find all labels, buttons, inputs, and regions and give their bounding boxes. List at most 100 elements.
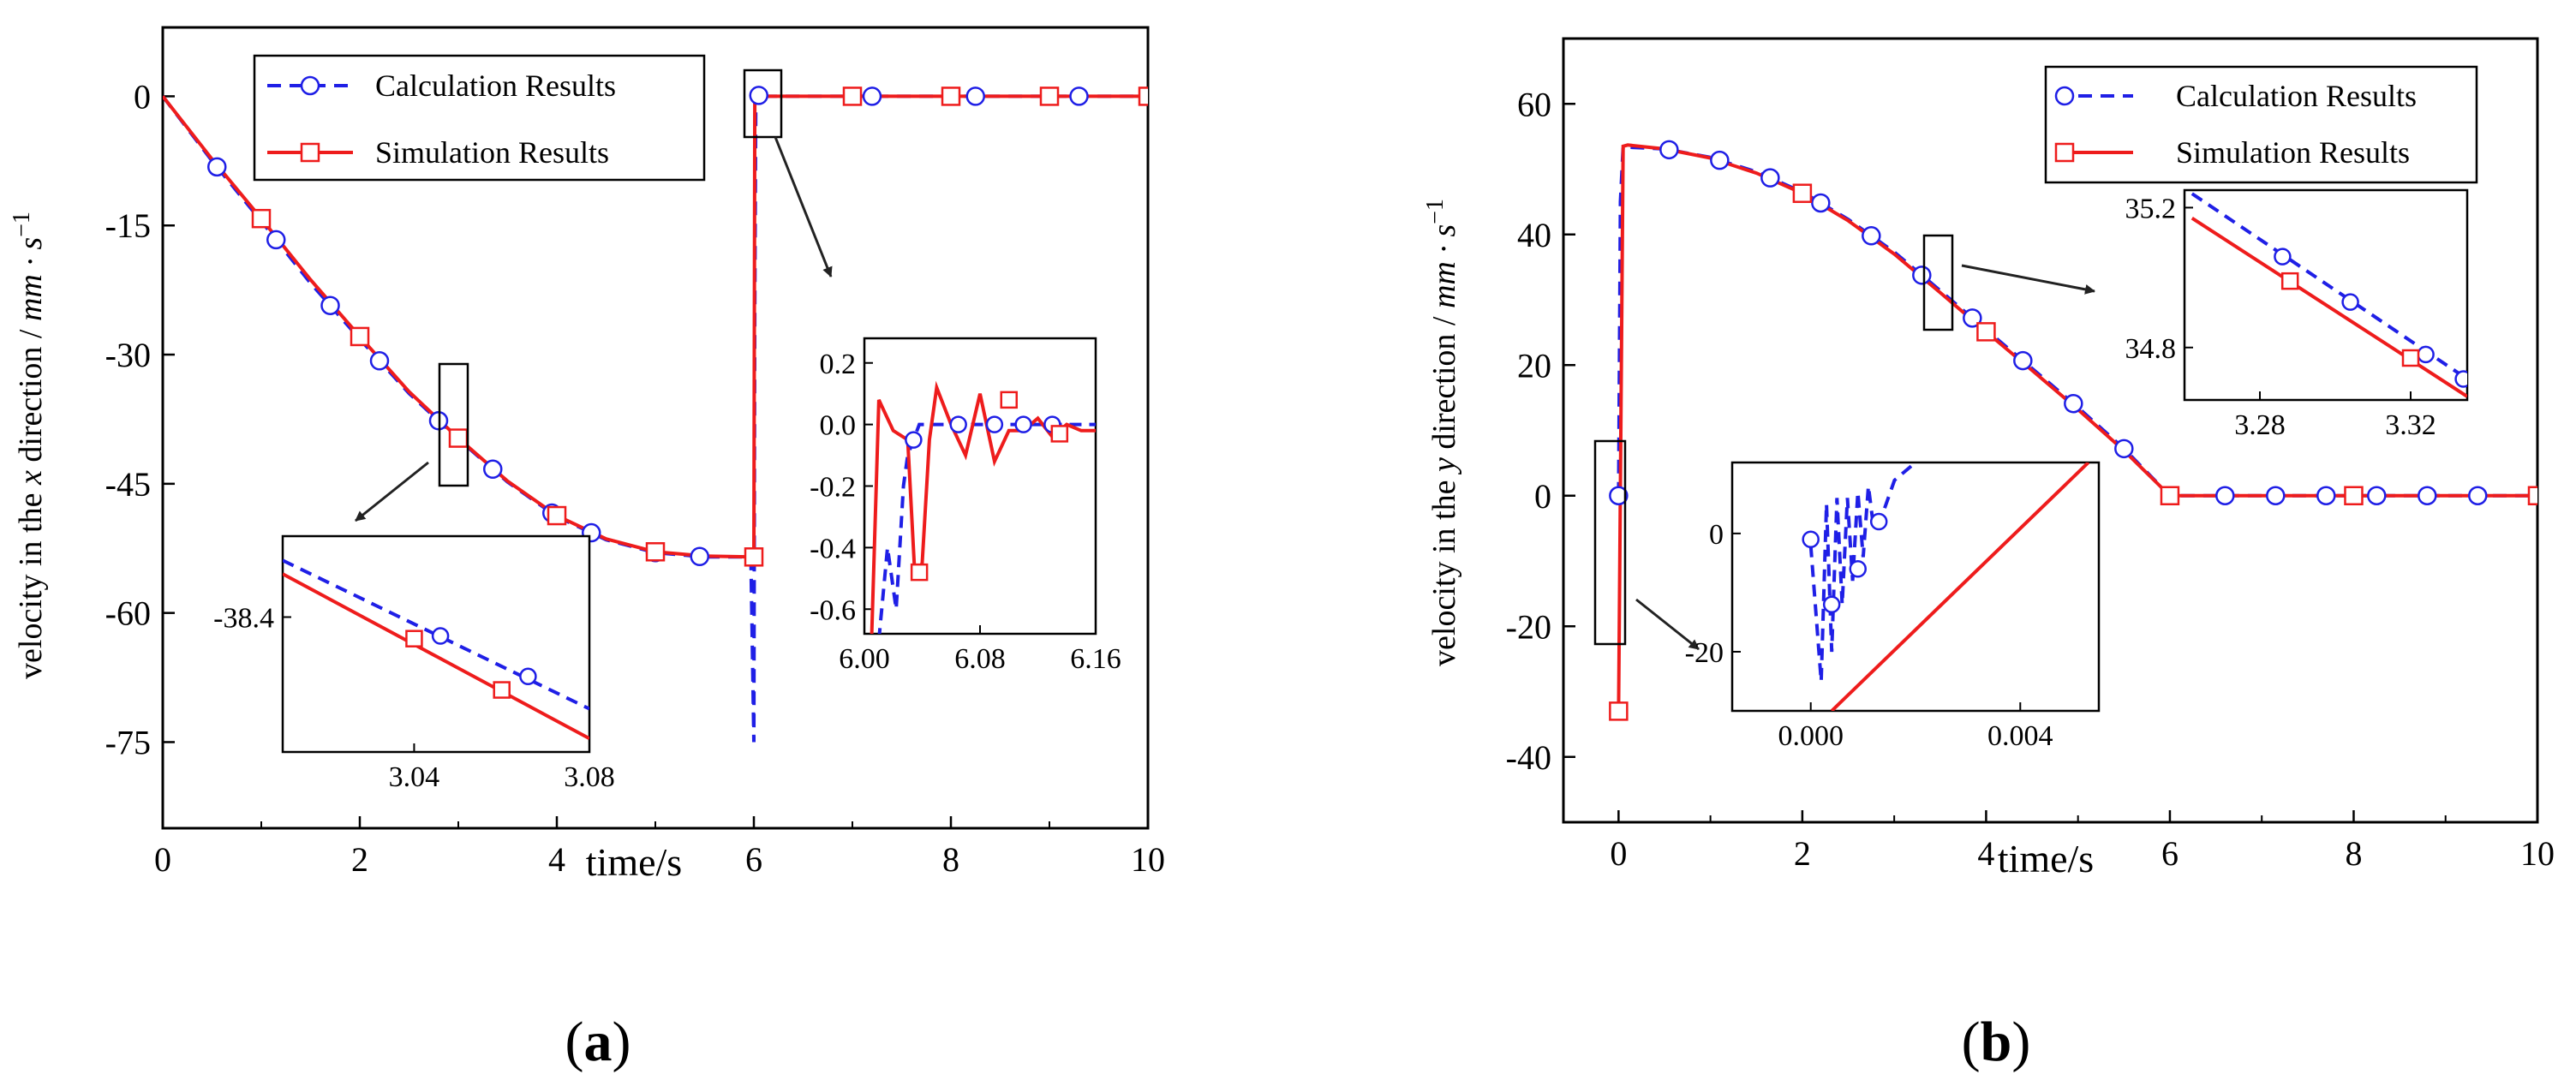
- y-tick-label: 0: [134, 77, 151, 116]
- zoom-box-a1: [438, 362, 469, 487]
- legend-sim-label: Simulation Results: [2176, 135, 2410, 170]
- sim-marker: [1792, 183, 1813, 203]
- calc-marker: [749, 86, 768, 105]
- calc-marker: [2114, 439, 2134, 459]
- calc-marker: [1811, 193, 1831, 213]
- x-tick-label: 0: [154, 840, 171, 879]
- calc-marker: [862, 87, 882, 106]
- inset-sim-line: [1830, 462, 2090, 711]
- calc-marker: [2013, 350, 2033, 371]
- inset-sim-line: [2190, 217, 2467, 398]
- inset-y-tick-label: 0.2: [820, 349, 857, 380]
- sim-marker: [1609, 701, 1629, 721]
- sim-marker: [1976, 322, 1996, 342]
- inset-y-tick-label: 35.2: [2125, 193, 2177, 224]
- x-tick-label: 8: [942, 840, 959, 879]
- x-tick-label: 2: [1794, 834, 1811, 873]
- zoom-arrow-a1: [355, 461, 429, 522]
- y-tick-label: -20: [1506, 607, 1551, 646]
- y-tick-label: 40: [1517, 216, 1551, 254]
- x-axis-ticks: 0 2 4 6 8 10: [1610, 810, 2555, 873]
- x-tick-label: 10: [2520, 834, 2555, 873]
- inset-sim-marker: [2401, 349, 2420, 367]
- y-axis-ticks: 0 -15 -30 -45 -60 -75: [105, 77, 175, 761]
- calc-marker: [483, 459, 503, 480]
- y-tick-label: -45: [105, 465, 151, 504]
- sim-marker: [1039, 87, 1060, 106]
- calc-marker: [2418, 486, 2437, 505]
- calc-marker: [266, 230, 286, 250]
- sim-series-markers: [1609, 183, 2537, 721]
- inset-ticks: 0.000 0.004 0 -20: [1685, 519, 2053, 752]
- inset-chart-a1: 3.04 3.08 -38.4: [213, 534, 615, 794]
- inset-y-tick-label: -0.2: [810, 472, 856, 504]
- inset-x-tick-label: 3.04: [389, 761, 440, 793]
- y-tick-label: 60: [1517, 85, 1551, 123]
- inset-y-tick-label: -38.4: [213, 603, 274, 635]
- panel-label-a: (a): [565, 1011, 631, 1073]
- sim-marker: [2160, 486, 2180, 505]
- inset-chart-b1: 3.28 3.32 35.2 34.8: [2125, 188, 2469, 441]
- x-tick-label: 0: [1610, 834, 1627, 873]
- y-axis-label: velocity in the x direction / mm · s−1: [9, 212, 49, 679]
- y-axis-label: velocity in the y direction / mm · s−1: [1422, 199, 1462, 666]
- calc-marker: [1760, 168, 1780, 188]
- legend-sim-marker: [300, 142, 320, 163]
- inset-calc-marker: [985, 415, 1004, 433]
- inset-x-tick-label: 6.08: [954, 643, 1006, 675]
- inset-sim-marker: [1050, 425, 1069, 443]
- calc-marker: [1912, 266, 1932, 285]
- inset-x-tick-label: 3.32: [2385, 409, 2436, 441]
- inset-x-tick-label: 0.000: [1778, 720, 1844, 752]
- inset-chart-a2: 6.00 6.08 6.16 0.2 0.0 -0.2 -0.4 -0.6: [810, 337, 1121, 675]
- y-tick-label: -15: [105, 206, 151, 245]
- sim-marker: [448, 428, 469, 448]
- legend: Calculation Results Simulation Results: [253, 54, 706, 182]
- y-tick-label: -60: [105, 594, 151, 633]
- inset-calc-marker: [2417, 345, 2435, 364]
- inset-calc-marker: [905, 431, 923, 449]
- calc-marker: [1659, 140, 1679, 160]
- y-tick-label: -40: [1506, 738, 1551, 777]
- calc-marker: [2215, 486, 2235, 505]
- calc-marker: [2266, 486, 2286, 505]
- inset-y-tick-label: -0.6: [810, 594, 856, 626]
- sim-marker: [1138, 87, 1148, 106]
- calc-series-markers: [1609, 140, 2488, 505]
- zoom-arrow-b2: [1635, 598, 1700, 651]
- inset-sim-line: [283, 572, 589, 741]
- x-tick-label: 10: [1131, 840, 1165, 879]
- sim-series-markers: [251, 87, 1148, 567]
- legend-calc-label: Calculation Results: [375, 69, 616, 103]
- legend-calc-label: Calculation Results: [2176, 79, 2417, 113]
- chart-panel-a: 0 2 4 6 8 10 0 -15 -30 -45 -60 -75 time/s velocity…: [9, 26, 1165, 1073]
- inset-ticks: 3.04 3.08 -38.4: [213, 603, 615, 794]
- sim-marker: [744, 547, 764, 567]
- inset-ticks: 3.28 3.32 35.2 34.8: [2125, 193, 2436, 441]
- calc-marker: [369, 351, 390, 371]
- panel-label-b: (b): [1962, 1011, 2031, 1073]
- calc-marker: [690, 546, 709, 567]
- inset-sim-marker: [910, 563, 929, 582]
- zoom-box-b2: [1593, 439, 1627, 646]
- sim-marker: [251, 208, 272, 229]
- calc-marker: [207, 157, 227, 177]
- inset-calc-marker: [1014, 415, 1032, 433]
- inset-x-tick-label: 3.08: [564, 761, 615, 793]
- legend-calc-marker: [300, 75, 320, 96]
- inset-x-tick-label: 6.00: [839, 643, 890, 675]
- calc-marker: [2064, 393, 2083, 414]
- inset-y-tick-label: 34.8: [2125, 333, 2177, 365]
- legend-calc-marker: [2054, 86, 2075, 106]
- y-tick-label: -30: [105, 336, 151, 374]
- x-axis-label: time/s: [586, 840, 682, 884]
- sim-marker: [2527, 486, 2537, 505]
- inset-calc-marker: [1822, 595, 1841, 613]
- sim-marker: [941, 87, 961, 106]
- x-tick-label: 8: [2345, 834, 2362, 873]
- inset-sim-marker: [493, 681, 511, 699]
- sim-marker: [645, 542, 666, 562]
- legend-sim-marker: [2054, 142, 2075, 163]
- calc-marker: [1609, 486, 1629, 505]
